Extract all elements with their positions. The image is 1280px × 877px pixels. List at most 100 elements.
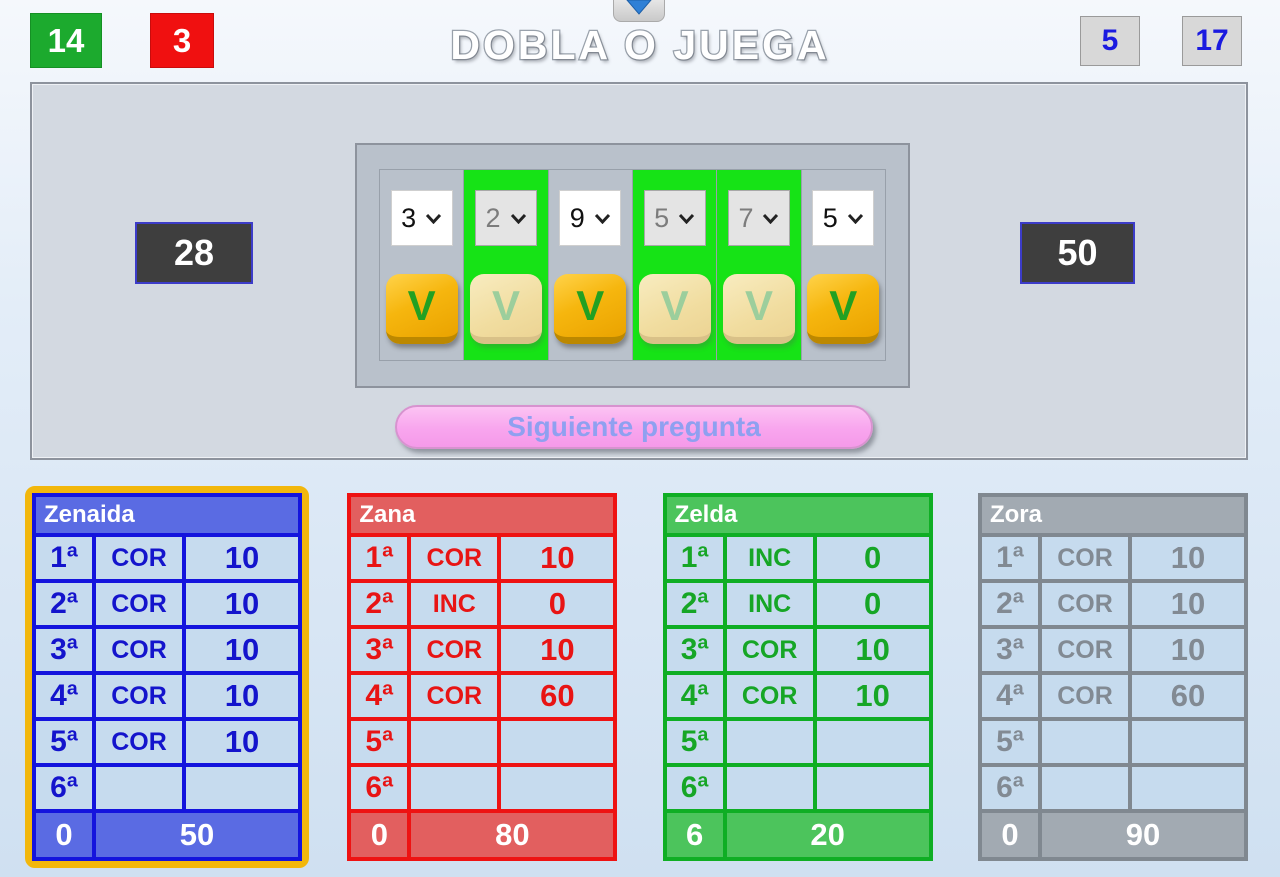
result-cell: COR [1041,583,1128,625]
result-cell: COR [411,675,498,717]
points-cell: 60 [501,675,614,717]
round-label: 4ª [36,675,92,717]
total-questions-counter: 17 [1182,16,1242,66]
slot-1-validate-button[interactable]: V [385,274,458,344]
points-cell: 0 [816,537,929,579]
result-cell [1041,767,1128,809]
scoreboards-row: Zenaida 1ª COR 10 2ª COR 10 3ª COR 10 4ª… [25,486,1255,868]
table-row: 1ª COR 10 [36,537,298,579]
scroll-arrow-button[interactable] [613,0,665,22]
result-cell: COR [96,537,182,579]
next-question-button[interactable]: Siguiente pregunta [395,405,873,449]
table-row: 6ª [666,767,929,809]
slot-3: 9 V [547,170,632,360]
slot-3-select[interactable]: 9 [559,190,622,246]
points-cell: 10 [816,629,929,671]
chevron-down-icon [510,213,527,224]
points-cell: 0 [816,583,929,625]
player-name: Zora [981,497,1244,533]
table-row: 3ª COR 10 [666,629,929,671]
slot-4-validate-button: V [638,274,711,344]
table-row: 4ª COR 10 [36,675,298,717]
round-label: 5ª [981,721,1038,763]
round-label: 6ª [36,767,92,809]
footer-counter: 0 [36,813,92,857]
points-cell: 10 [186,675,298,717]
slot-3-validate-button[interactable]: V [554,274,627,344]
round-label: 5ª [36,721,92,763]
table-row: 4ª COR 60 [351,675,614,717]
player-name: Zenaida [36,497,298,533]
footer-counter: 0 [981,813,1038,857]
slot-1-value: 3 [401,202,417,233]
points-cell: 0 [501,583,614,625]
points-cell: 10 [186,583,298,625]
round-label: 2ª [351,583,408,625]
round-label: 6ª [981,767,1038,809]
table-row: 6ª [351,767,614,809]
round-label: 2ª [36,583,92,625]
points-cell [1131,767,1244,809]
current-question-counter: 5 [1080,16,1140,66]
round-label: 5ª [351,721,408,763]
table-row: 1ª COR 10 [351,537,614,579]
points-cell: 10 [501,629,614,671]
round-label: 4ª [351,675,408,717]
table-footer: 0 50 [36,813,298,857]
round-label: 3ª [36,629,92,671]
points-cell: 10 [186,721,298,763]
round-label: 3ª [981,629,1038,671]
points-cell: 60 [1131,675,1244,717]
table-row: 5ª [351,721,614,763]
result-cell: COR [96,675,182,717]
answer-slots-box: 3 V 2 V 9 V 5 [355,143,910,388]
round-label: 2ª [981,583,1038,625]
slot-5-validate-button: V [722,274,795,344]
scoreboard-zenaida: Zenaida 1ª COR 10 2ª COR 10 3ª COR 10 4ª… [32,493,302,861]
table-footer: 0 80 [351,813,614,857]
round-label: 3ª [351,629,408,671]
points-cell: 10 [1131,583,1244,625]
right-score-display: 50 [1020,222,1135,284]
player-wrapper: Zana 1ª COR 10 2ª INC 0 3ª COR 10 4ª COR… [340,486,624,868]
slot-1: 3 V [380,170,463,360]
scoreboard-zelda: Zelda 1ª INC 0 2ª INC 0 3ª COR 10 4ª COR… [662,493,933,861]
slot-3-value: 9 [569,202,585,233]
page-title: DOBLA O JUEGA [449,21,830,70]
points-cell [501,721,614,763]
slot-5-value: 7 [738,202,754,233]
points-cell [816,767,929,809]
slot-6-value: 5 [822,202,838,233]
table-row: 2ª INC 0 [351,583,614,625]
table-footer: 6 20 [666,813,929,857]
table-row: 4ª COR 60 [981,675,1244,717]
result-cell: COR [1041,675,1128,717]
left-score-display: 28 [135,222,253,284]
table-row: 1ª INC 0 [666,537,929,579]
footer-counter: 6 [666,813,723,857]
slot-6-validate-button[interactable]: V [807,274,880,344]
table-row: 2ª COR 10 [36,583,298,625]
slot-6: 5 V [800,170,885,360]
slot-6-select[interactable]: 5 [812,190,875,246]
round-label: 1ª [981,537,1038,579]
result-cell: INC [726,537,813,579]
table-row: 6ª [981,767,1244,809]
result-cell: INC [726,583,813,625]
result-cell: COR [96,583,182,625]
result-cell: COR [96,629,182,671]
table-row: 2ª INC 0 [666,583,929,625]
round-label: 4ª [666,675,723,717]
slot-4-select: 5 [643,190,706,246]
slot-2: 2 V [463,170,548,360]
slot-2-select: 2 [474,190,537,246]
result-cell: COR [96,721,182,763]
player-name: Zana [351,497,614,533]
round-label: 5ª [666,721,723,763]
table-row: 3ª COR 10 [36,629,298,671]
slot-1-select[interactable]: 3 [390,190,453,246]
round-label: 2ª [666,583,723,625]
incorrect-counter: 3 [150,13,214,68]
footer-total: 50 [96,813,298,857]
round-label: 1ª [36,537,92,579]
